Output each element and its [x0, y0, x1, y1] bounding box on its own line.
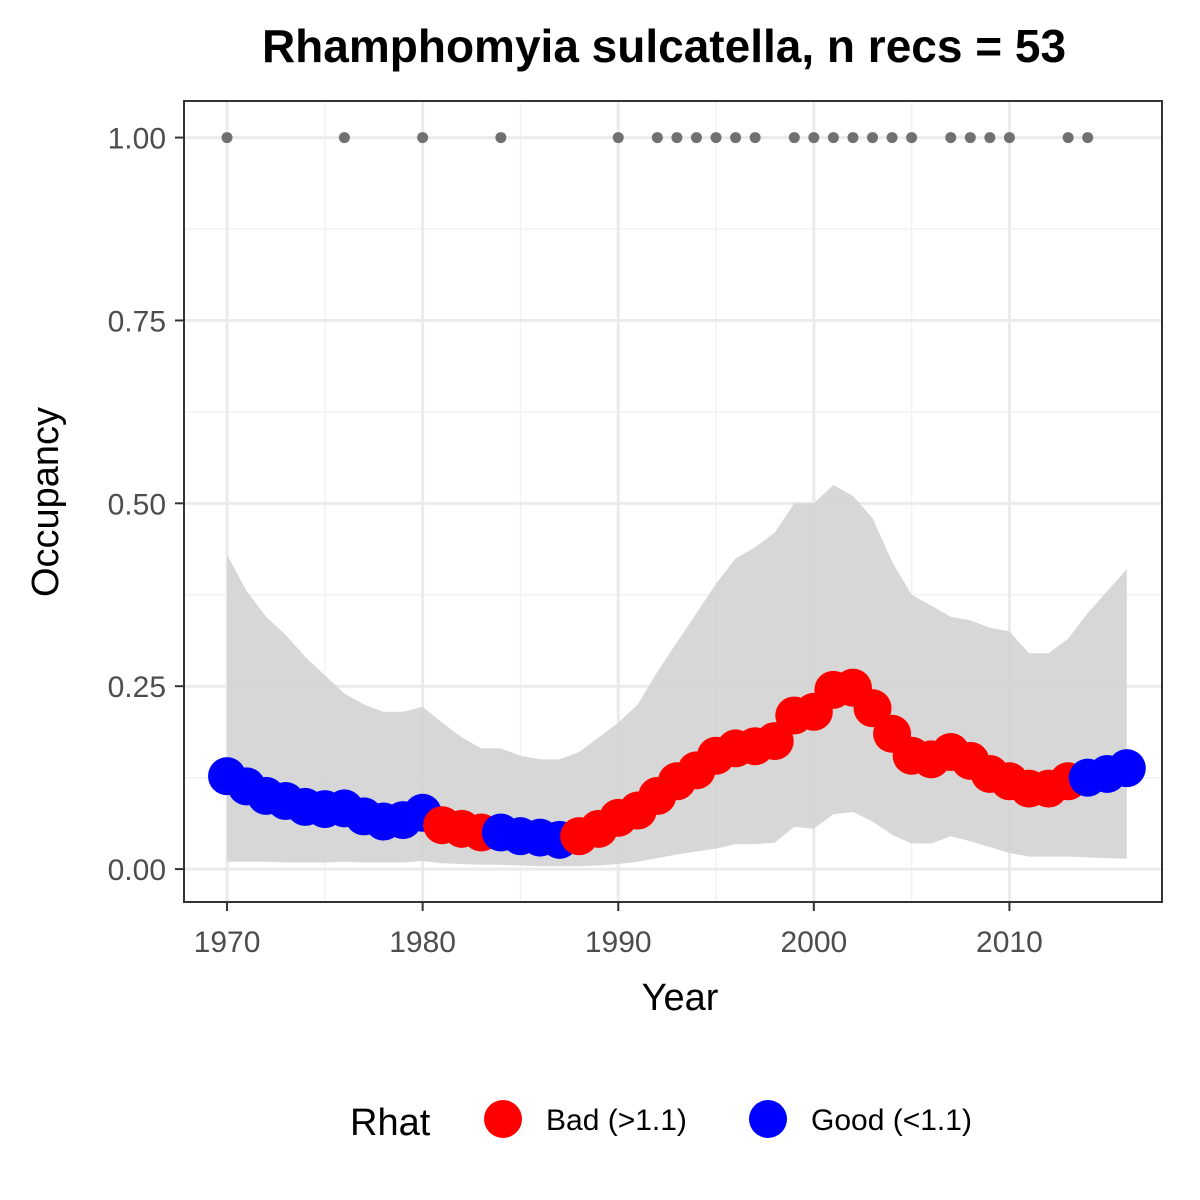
record-point [984, 132, 996, 144]
record-point [338, 132, 350, 144]
record-point [827, 132, 839, 144]
record-point [808, 132, 820, 144]
x-tick-label: 2000 [780, 926, 847, 959]
record-point [847, 132, 859, 144]
record-point [221, 132, 233, 144]
record-point [671, 132, 683, 144]
x-axis-ticks: 1970 1980 1990 2000 2010 [194, 902, 1043, 959]
record-point [867, 132, 879, 144]
x-axis-title: Year [642, 977, 719, 1019]
record-point [1062, 132, 1074, 144]
x-tick-label: 1970 [194, 926, 261, 959]
record-point [710, 132, 722, 144]
record-point [1003, 132, 1015, 144]
legend-key-good [749, 1100, 787, 1138]
record-point [788, 132, 800, 144]
y-tick-label: 0.50 [108, 488, 166, 521]
legend: Rhat Bad (>1.1) Good (<1.1) [350, 1100, 972, 1144]
record-point [1082, 132, 1094, 144]
legend-key-bad [484, 1100, 522, 1138]
x-tick-label: 1990 [585, 926, 652, 959]
y-tick-label: 0.75 [108, 305, 166, 338]
record-point [945, 132, 957, 144]
y-tick-label: 0.25 [108, 671, 166, 704]
y-tick-label: 1.00 [108, 123, 166, 156]
occupancy-points [208, 668, 1146, 859]
y-tick-label: 0.00 [108, 854, 166, 887]
record-point [690, 132, 702, 144]
record-point [495, 132, 507, 144]
x-tick-label: 1980 [389, 926, 456, 959]
chart-title: Rhamphomyia sulcatella, n recs = 53 [262, 20, 1066, 72]
record-point [417, 132, 429, 144]
record-points [221, 132, 1094, 144]
panel-border [183, 100, 1163, 903]
x-tick-label: 2010 [976, 926, 1043, 959]
occupancy-point-good [1107, 749, 1146, 788]
record-point [730, 132, 742, 144]
record-point [612, 132, 624, 144]
y-axis-ticks: 0.00 0.25 0.50 0.75 1.00 [108, 123, 184, 887]
record-point [749, 132, 761, 144]
record-point [906, 132, 918, 144]
record-point [886, 132, 898, 144]
record-point [964, 132, 976, 144]
legend-label-good: Good (<1.1) [811, 1104, 972, 1137]
legend-title: Rhat [350, 1102, 431, 1144]
legend-label-bad: Bad (>1.1) [546, 1104, 687, 1137]
record-point [651, 132, 663, 144]
y-axis-title: Occupancy [25, 407, 67, 597]
